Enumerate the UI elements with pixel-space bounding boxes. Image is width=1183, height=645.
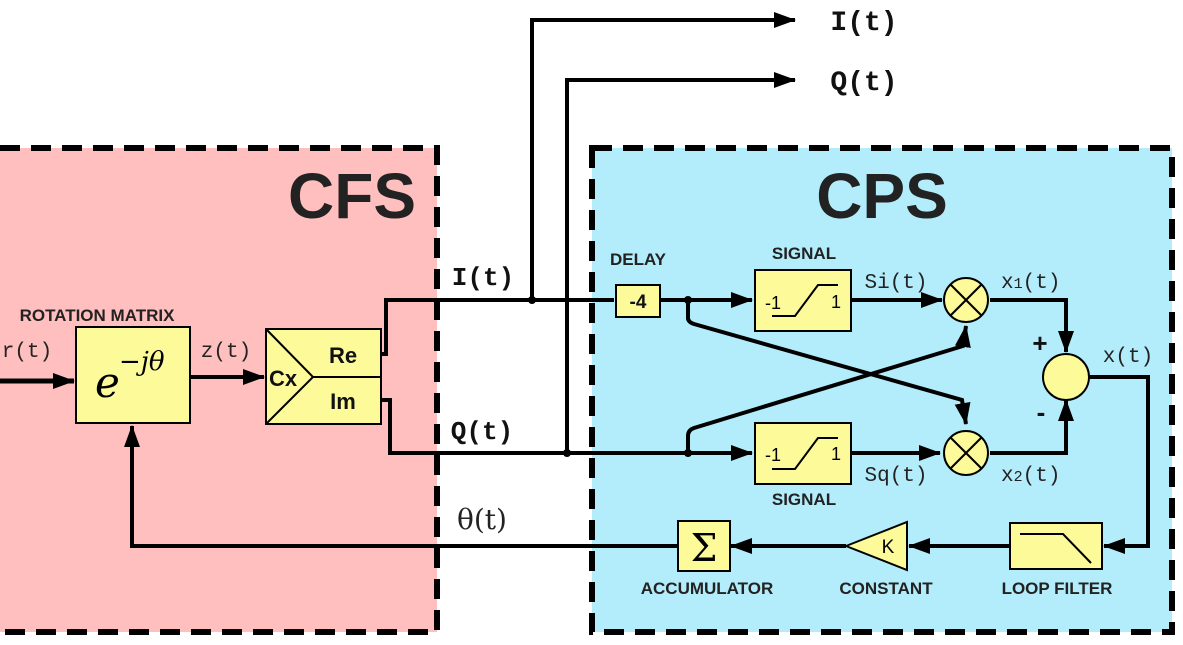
- i-output-wire: [530, 12, 796, 300]
- cross-wire-up: [686, 325, 971, 453]
- q-output-label: Q(t): [830, 68, 897, 99]
- cfs-title: CFS: [288, 160, 416, 232]
- cx-label: Cx: [269, 366, 298, 391]
- im-label: Im: [330, 389, 356, 414]
- x1-wire: [990, 298, 1074, 353]
- constant-symbol: K: [882, 537, 895, 558]
- x2-wire: [990, 399, 1074, 455]
- x-label: x(t): [1103, 346, 1153, 369]
- multiplier-bottom: [943, 430, 989, 476]
- delay-block: [615, 284, 661, 318]
- minus-sign: -: [1037, 397, 1046, 427]
- x2-label: x2(t): [1001, 465, 1060, 488]
- cps-title: CPS: [816, 160, 948, 232]
- re-label: Re: [329, 343, 357, 368]
- delay-value: -4: [630, 292, 647, 313]
- accumulator-block: [677, 520, 731, 572]
- i-wire: [381, 298, 614, 356]
- signal-top-title: SIGNAL: [772, 244, 836, 263]
- sq-label: Sq(t): [864, 465, 927, 488]
- delay-title: DELAY: [610, 250, 667, 269]
- accumulator-symbol: Σ: [691, 526, 718, 570]
- plus-sign: +: [1032, 328, 1047, 358]
- theta-label: θ(t): [457, 503, 507, 536]
- x1-label: x1(t): [1001, 272, 1060, 295]
- loop-filter-block: [1009, 522, 1103, 570]
- signal-top-high: 1: [831, 292, 841, 312]
- i-output-label: I(t): [830, 8, 897, 39]
- constant-title: CONSTANT: [839, 579, 933, 598]
- q-mid-label: Q(t): [451, 417, 513, 447]
- cfs-region-border: [0, 145, 440, 635]
- q-junction: [563, 449, 571, 457]
- cross-wire-down: [686, 300, 971, 425]
- accumulator-title: ACCUMULATOR: [641, 579, 774, 598]
- cx-block-dividers: [265, 328, 381, 425]
- signal-top-low: -1: [765, 293, 781, 313]
- input-label: r(t): [2, 341, 52, 364]
- rotation-matrix-block: [75, 326, 191, 424]
- signal-top-curve: [772, 284, 838, 317]
- constant-block: [843, 520, 908, 572]
- q-output-wire: [565, 72, 796, 453]
- loop-filter-curve: [1020, 533, 1092, 564]
- rotation-matrix-title: ROTATION MATRIX: [20, 306, 176, 325]
- signal-bottom-block: [754, 422, 852, 485]
- signal-bottom-high: 1: [831, 444, 841, 464]
- z-label: z(t): [201, 341, 251, 364]
- x-wire: [1090, 375, 1150, 554]
- loop-filter-title: LOOP FILTER: [1002, 579, 1113, 598]
- i-mid-label: I(t): [452, 263, 514, 293]
- signal-bottom-curve: [772, 437, 838, 470]
- rotation-base: e: [95, 358, 120, 407]
- i-junction: [528, 296, 536, 304]
- signal-bottom-low: -1: [765, 445, 781, 465]
- theta-wire: [124, 425, 678, 548]
- si-label: Si(t): [864, 272, 927, 295]
- rotation-exponent: −jθ: [119, 347, 165, 377]
- multiplier-top: [943, 277, 989, 323]
- cps-region-border: [589, 145, 1175, 635]
- signal-top-block: [754, 269, 852, 332]
- signal-bottom-title: SIGNAL: [772, 490, 836, 509]
- summation-node: [1042, 353, 1090, 401]
